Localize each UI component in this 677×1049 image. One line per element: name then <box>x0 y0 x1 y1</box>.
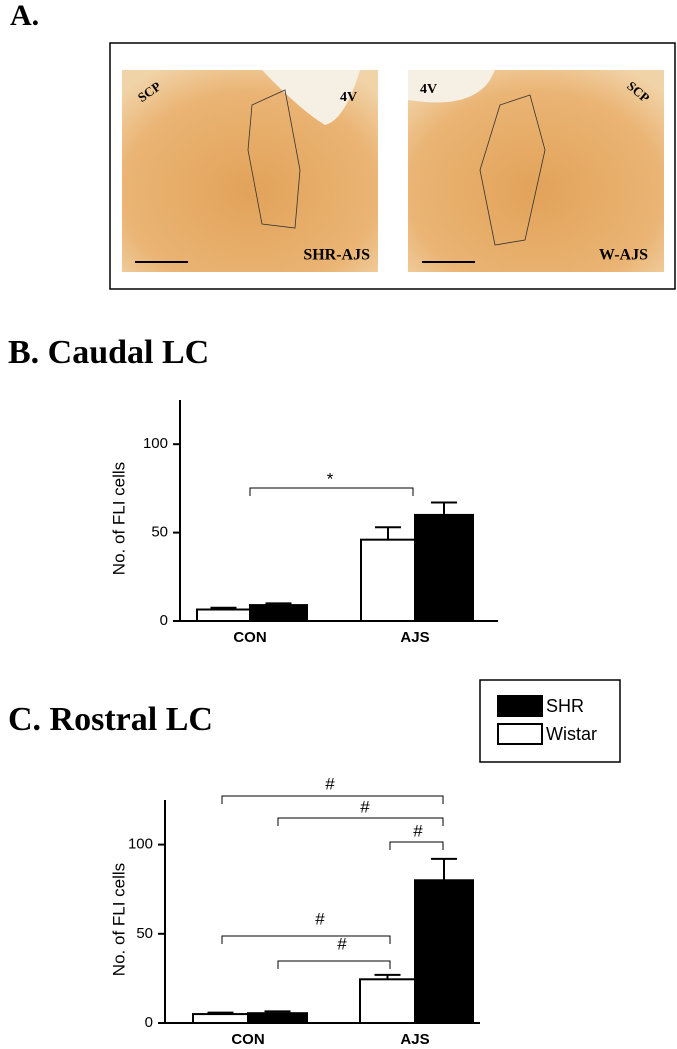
bar <box>196 608 251 622</box>
chart-title: C. Rostral LC <box>8 701 213 738</box>
significance-bracket <box>389 841 444 850</box>
significance-label: # <box>360 797 370 816</box>
image-caption: W-AJS <box>599 247 648 264</box>
significance-label: * <box>327 469 334 488</box>
x-tick-label: CON <box>233 629 266 646</box>
panel-frame <box>109 42 676 290</box>
significance-label: # <box>413 821 423 840</box>
x-tick-label: AJS <box>400 629 429 646</box>
micrograph: 4V SCP W-AJS <box>408 70 664 272</box>
y-tick-label: 50 <box>151 524 168 541</box>
significance-label: # <box>325 774 335 793</box>
bar <box>414 879 474 1025</box>
bar <box>414 513 474 622</box>
significance-label: # <box>315 909 325 928</box>
image-mark: 4V <box>340 90 357 105</box>
bar <box>249 604 308 623</box>
y-tick-label: 100 <box>128 836 153 853</box>
significance-bracket <box>249 487 414 496</box>
image-mark: 4V <box>420 82 437 97</box>
panel-label: A. <box>10 0 39 32</box>
micrograph: SCP 4V SHR-AJS <box>122 70 378 272</box>
y-axis-label: No. of FLI cells <box>109 863 128 976</box>
significance-bracket <box>277 960 391 969</box>
significance-bracket <box>277 817 444 826</box>
x-tick-label: CON <box>231 1031 264 1048</box>
legend-swatch <box>497 723 543 745</box>
chart-title: B. Caudal LC <box>8 334 209 371</box>
bar <box>192 1013 249 1025</box>
legend-swatch <box>497 695 543 717</box>
significance-label: # <box>337 934 347 953</box>
legend-label: SHR <box>546 696 584 716</box>
x-tick-label: AJS <box>400 1031 429 1048</box>
significance-bracket <box>221 795 444 804</box>
significance-bracket <box>221 935 391 944</box>
y-axis-label: No. of FLI cells <box>109 462 128 575</box>
y-tick-label: 100 <box>143 435 168 452</box>
y-tick-label: 0 <box>145 1014 153 1031</box>
bar <box>360 538 416 622</box>
bar <box>359 978 416 1024</box>
legend-label: Wistar <box>546 724 597 744</box>
image-caption: SHR-AJS <box>303 247 370 264</box>
y-tick-label: 0 <box>160 612 168 629</box>
y-tick-label: 50 <box>136 925 153 942</box>
legend-frame <box>479 679 621 763</box>
bar <box>247 1012 308 1024</box>
